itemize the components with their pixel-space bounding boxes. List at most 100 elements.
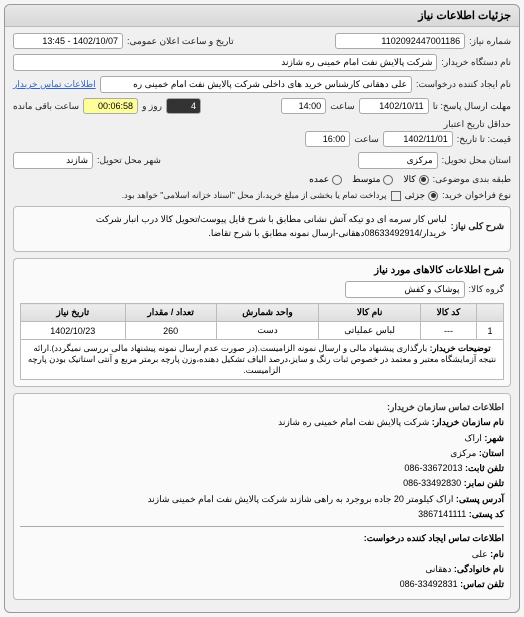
phone-label: تلفن ثابت: <box>465 463 504 473</box>
th-date: تاریخ نیاز <box>21 304 126 322</box>
radio-dot-icon <box>419 175 429 185</box>
th-idx <box>476 304 503 322</box>
row-validity2: قیمت: تا تاریخ: 1402/11/01 ساعت 16:00 <box>13 131 511 147</box>
unit-label: طبقه بندی موضوعی: <box>433 174 511 185</box>
announce-field: 1402/10/07 - 13:45 <box>13 33 123 49</box>
table-desc-row: توضیحات خریدار: بارگذاری پیشنهاد مالی و … <box>21 340 504 380</box>
th-code: کد کالا <box>421 304 477 322</box>
desc-label: توضیحات خریدار: <box>430 343 491 353</box>
radio-small[interactable]: کالا <box>403 174 428 185</box>
req-lname-val: دهقانی <box>425 564 451 574</box>
contact-title: اطلاعات تماس سازمان خریدار: <box>20 400 504 415</box>
request-no-label: شماره نیاز: <box>469 36 511 47</box>
validity-label2: قیمت: تا تاریخ: <box>457 134 511 145</box>
deliver-city-field: شازند <box>13 152 93 169</box>
remain-days-label: روز و <box>142 101 162 112</box>
radio-medium[interactable]: متوسط <box>352 174 393 185</box>
req-phone-label: تلفن تماس: <box>460 579 504 589</box>
partial-note: پرداخت تمام یا بخشی از مبلغ خرید،از محل … <box>122 190 387 201</box>
post-label: کد پستی: <box>469 509 504 519</box>
validity-time-field: 16:00 <box>305 131 350 147</box>
row-request-no: شماره نیاز: 1102092447001186 تاریخ و ساع… <box>13 33 511 49</box>
td-code: --- <box>421 322 477 340</box>
group-label: نوع فراخوان خرید: <box>442 190 511 201</box>
prov-val: اراک <box>464 433 481 443</box>
validity-time-label: ساعت <box>354 134 379 145</box>
main-panel: جزئیات اطلاعات نیاز شماره نیاز: 11020924… <box>4 4 520 613</box>
creator-field: علی دهقانی کارشناس خرید های داخلی شرکت پ… <box>100 76 412 93</box>
deliver-city-label: شهر محل تحویل: <box>97 155 161 166</box>
td-name: لباس عملیاتی <box>319 322 421 340</box>
radio-large[interactable]: عمده <box>309 174 342 185</box>
row-deliver: استان محل تحویل: مرکزی شهر محل تحویل: شا… <box>13 152 511 169</box>
deadline-time-field: 14:00 <box>281 98 326 114</box>
req-name-label: نام: <box>490 549 504 559</box>
address-val: اراک کیلومتر 20 جاده بروجرد به راهی شازن… <box>148 494 454 504</box>
goods-group-field: پوشاک و کفش <box>345 281 465 298</box>
th-qty: تعداد / مقدار <box>125 304 216 322</box>
req-name-val: علی <box>472 549 488 559</box>
fax-label: تلفن نمابر: <box>464 478 504 488</box>
req-phone-val: 33492831-086 <box>400 579 458 589</box>
fax-val: 33492830-086 <box>403 478 461 488</box>
radio-dot-icon <box>428 191 438 201</box>
th-unit: واحد شمارش <box>216 304 319 322</box>
unit-radio-group: کالا متوسط عمده <box>309 174 428 185</box>
org-val: شرکت پالایش نفت امام خمینی ره شازند <box>278 417 429 427</box>
deadline-time-label: ساعت <box>330 101 355 112</box>
goods-title: شرح اطلاعات کالاهای مورد نیاز <box>20 265 504 276</box>
buyer-field: شرکت پالایش نفت امام خمینی ره شازند <box>13 54 437 71</box>
deliver-prov-label: استان محل تحویل: <box>442 155 511 166</box>
treasury-checkbox[interactable] <box>391 191 401 201</box>
td-idx: 1 <box>476 322 503 340</box>
td-unit: دست <box>216 322 319 340</box>
partial-radio-group: جزئی <box>405 190 439 201</box>
goods-group-label: گروه کالا: <box>469 284 504 295</box>
subject-text: لباس کار سرمه ای دو تیکه آتش نشانی مطابق… <box>20 213 447 240</box>
prov-label: شهر: <box>484 433 504 443</box>
table-header-row: کد کالا نام کالا واحد شمارش تعداد / مقدا… <box>21 304 504 322</box>
td-qty: 260 <box>125 322 216 340</box>
creator-contact-link[interactable]: اطلاعات تماس خریدار <box>13 79 96 90</box>
deadline-date-field: 1402/10/11 <box>359 98 429 114</box>
remain-label: ساعت باقی مانده <box>13 101 79 112</box>
panel-title: جزئیات اطلاعات نیاز <box>5 5 519 27</box>
phone-val: 33672013-086 <box>404 463 462 473</box>
row-group: نوع فراخوان خرید: جزئی پرداخت تمام یا بخ… <box>13 190 511 201</box>
desc-text: بارگذاری پیشنهاد مالی و ارسال نمونه الزا… <box>28 343 496 375</box>
row-creator: نام ایجاد کننده درخواست: علی دهقانی کارش… <box>13 76 511 93</box>
deliver-prov-field: مرکزی <box>358 152 438 169</box>
contact-panel: اطلاعات تماس سازمان خریدار: نام سازمان خ… <box>13 393 511 600</box>
radio-partial[interactable]: جزئی <box>405 190 439 201</box>
subject-panel: شرح کلی نیاز: لباس کار سرمه ای دو تیکه آ… <box>13 206 511 252</box>
panel-body: شماره نیاز: 1102092447001186 تاریخ و ساع… <box>5 27 519 612</box>
radio-dot-icon <box>383 175 393 185</box>
td-desc: توضیحات خریدار: بارگذاری پیشنهاد مالی و … <box>21 340 504 380</box>
row-validity: حداقل تاریخ اعتبار <box>13 119 511 130</box>
creator-label: نام ایجاد کننده درخواست: <box>416 79 511 90</box>
request-no-field: 1102092447001186 <box>335 33 465 49</box>
org-label: نام سازمان خریدار: <box>432 417 504 427</box>
validity-date-field: 1402/11/01 <box>383 131 453 147</box>
td-date: 1402/10/23 <box>21 322 126 340</box>
row-deadline: مهلت ارسال پاسخ: تا 1402/10/11 ساعت 14:0… <box>13 98 511 114</box>
table-row: 1 --- لباس عملیاتی دست 260 1402/10/23 <box>21 322 504 340</box>
city-label: استان: <box>479 448 504 458</box>
radio-dot-icon <box>332 175 342 185</box>
req-lname-label: نام خانوادگی: <box>454 564 504 574</box>
validity-label: حداقل تاریخ اعتبار <box>444 119 511 130</box>
req-title: اطلاعات تماس ایجاد کننده درخواست: <box>20 531 504 546</box>
announce-label: تاریخ و ساعت اعلان عمومی: <box>127 36 234 47</box>
th-name: نام کالا <box>319 304 421 322</box>
subject-label: شرح کلی نیاز: <box>451 221 504 232</box>
city-val: مرکزی <box>450 448 476 458</box>
remain-days-field: 4 <box>166 98 201 114</box>
address-label: آدرس پستی: <box>456 494 504 504</box>
post-val: 3867141111 <box>418 509 466 519</box>
row-unit: طبقه بندی موضوعی: کالا متوسط عمده <box>13 174 511 185</box>
deadline-label: مهلت ارسال پاسخ: تا <box>433 101 511 112</box>
goods-panel: شرح اطلاعات کالاهای مورد نیاز گروه کالا:… <box>13 258 511 387</box>
row-buyer: نام دستگاه خریدار: شرکت پالایش نفت امام … <box>13 54 511 71</box>
goods-table: کد کالا نام کالا واحد شمارش تعداد / مقدا… <box>20 303 504 380</box>
buyer-label: نام دستگاه خریدار: <box>441 57 511 68</box>
